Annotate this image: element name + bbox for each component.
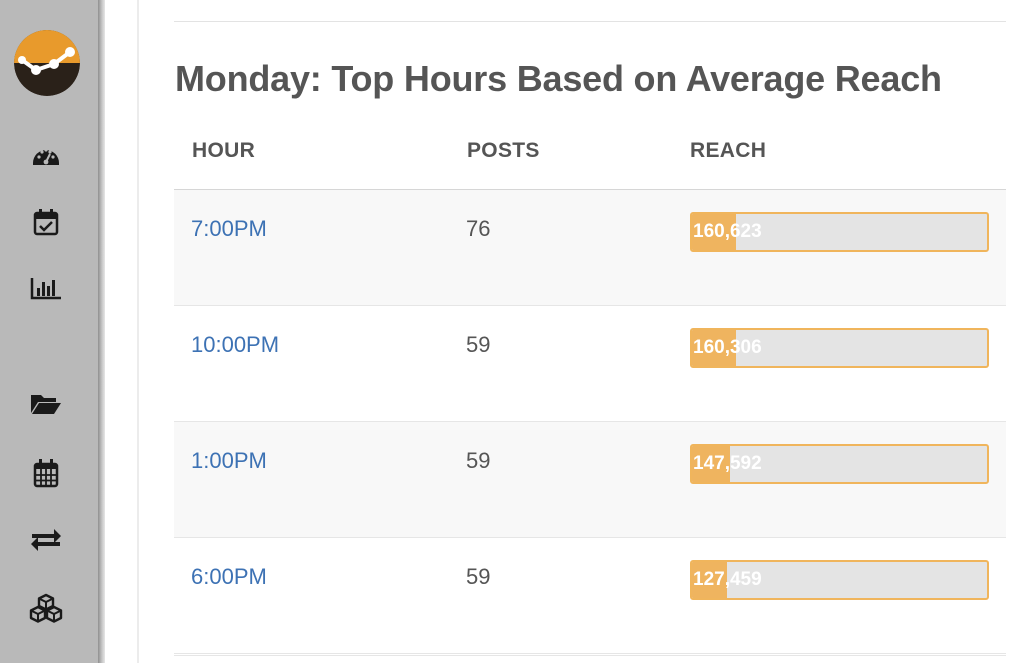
reach-bar-fill <box>692 446 731 482</box>
hour-link[interactable]: 1:00PM <box>191 448 267 473</box>
calendar-check-icon[interactable] <box>28 204 64 240</box>
reach-bar-fill <box>692 214 737 250</box>
posts-count: 59 <box>466 332 491 357</box>
reach-bar: 147,592 <box>690 444 989 484</box>
posts-count: 59 <box>466 564 491 589</box>
calendar-grid-icon[interactable] <box>28 455 64 491</box>
hour-link[interactable]: 10:00PM <box>191 332 280 357</box>
table-row: 6:00PM 59 127,459 <box>174 538 1006 654</box>
folder-open-icon[interactable] <box>28 386 64 422</box>
column-header-posts[interactable]: POSTS <box>467 139 540 162</box>
reach-value: 127,459 <box>693 569 762 590</box>
page-title: Monday: Top Hours Based on Average Reach <box>175 58 942 99</box>
hour-link[interactable]: 6:00PM <box>191 564 267 589</box>
exchange-arrows-icon[interactable] <box>28 522 64 558</box>
content-border <box>137 0 139 663</box>
posts-count: 76 <box>466 216 491 241</box>
top-hours-table: HOUR POSTS REACH 7:00PM 76 160,623 10:00… <box>174 124 1006 654</box>
divider <box>174 655 1006 656</box>
reach-bar: 127,459 <box>690 560 989 600</box>
table-row: 7:00PM 76 160,623 <box>174 190 1006 306</box>
dashboard-gauge-icon[interactable] <box>28 137 64 173</box>
sidebar <box>0 0 98 663</box>
hour-link[interactable]: 7:00PM <box>191 216 267 241</box>
table-row: 10:00PM 59 160,306 <box>174 306 1006 422</box>
bar-chart-icon[interactable] <box>28 270 64 306</box>
table-row: 1:00PM 59 147,592 <box>174 422 1006 538</box>
reach-bar: 160,306 <box>690 328 989 368</box>
column-header-hour[interactable]: HOUR <box>192 139 256 162</box>
divider <box>174 21 1006 22</box>
cubes-icon[interactable] <box>28 590 64 626</box>
column-header-reach[interactable]: REACH <box>690 139 767 162</box>
reach-value: 160,306 <box>693 337 762 358</box>
reach-bar: 160,623 <box>690 212 989 252</box>
reach-value: 160,623 <box>693 221 762 242</box>
reach-value: 147,592 <box>693 453 762 474</box>
reach-bar-fill <box>692 562 728 598</box>
reach-bar-fill <box>692 330 737 366</box>
table-header: HOUR POSTS REACH <box>174 124 1006 190</box>
posts-count: 59 <box>466 448 491 473</box>
sidebar-shadow <box>98 0 105 663</box>
analytics-logo-icon[interactable] <box>14 30 80 96</box>
